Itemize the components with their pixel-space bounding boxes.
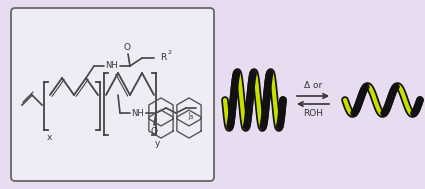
FancyBboxPatch shape xyxy=(11,8,214,181)
Text: )₃: )₃ xyxy=(187,112,193,121)
Text: NH: NH xyxy=(132,108,144,118)
Text: Δ or: Δ or xyxy=(304,81,322,91)
Text: NH: NH xyxy=(106,61,119,70)
Text: R: R xyxy=(160,53,166,63)
Text: 2: 2 xyxy=(168,50,172,56)
Text: O: O xyxy=(124,43,130,53)
Text: y: y xyxy=(155,139,160,147)
Text: x: x xyxy=(47,133,52,143)
Text: O: O xyxy=(150,128,158,136)
Text: ROH: ROH xyxy=(303,109,323,119)
